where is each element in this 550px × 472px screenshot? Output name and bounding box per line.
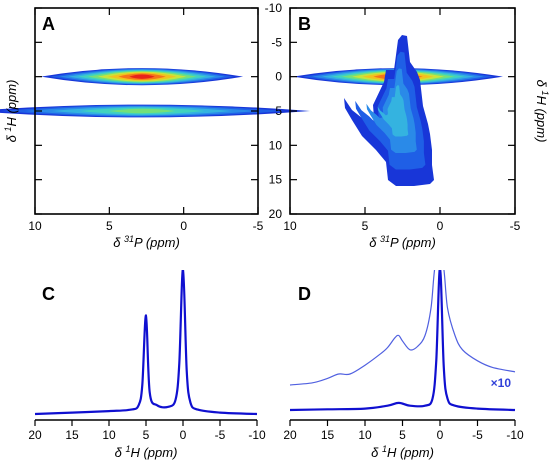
x-tick-label: 0 bbox=[437, 428, 444, 442]
x-axis-label: δ 31P (ppm) bbox=[113, 234, 180, 250]
y-axis-label-right: δ 1H (ppm) bbox=[534, 80, 550, 143]
x-tick-label: 20 bbox=[283, 428, 297, 442]
x-tick-label: 0 bbox=[180, 219, 187, 233]
contour-level-3 bbox=[377, 85, 409, 137]
x-tick-label: 0 bbox=[437, 219, 444, 233]
panel-D: 20 15 10 5 0 -5 -10 δ 1H (ppm) D ×10 bbox=[283, 270, 524, 460]
x-tick-label: 5 bbox=[399, 428, 406, 442]
x-tick-label: 20 bbox=[28, 428, 42, 442]
x-tick-label: -10 bbox=[248, 428, 266, 442]
spectrum-line-2 bbox=[289, 270, 516, 386]
y-tick-label: -5 bbox=[271, 35, 282, 49]
x-tick-label: 10 bbox=[28, 219, 42, 233]
y-tick-label: 15 bbox=[269, 173, 283, 187]
x-tick-label: -5 bbox=[510, 219, 521, 233]
panel-A: 10 5 0 -5 δ 31P (ppm) δ 1H (ppm) A bbox=[0, 7, 311, 250]
x-tick-label: 0 bbox=[180, 428, 187, 442]
x-tick-label: 5 bbox=[143, 428, 150, 442]
spectrum-line-1 bbox=[34, 270, 258, 416]
y-axis-label: δ 1H (ppm) bbox=[3, 80, 19, 143]
y-tick-label: 5 bbox=[275, 104, 282, 118]
x-tick-label: -5 bbox=[472, 428, 483, 442]
y-tick-label: 0 bbox=[275, 70, 282, 84]
y-tick-label: 20 bbox=[269, 207, 283, 221]
panel-label: A bbox=[42, 14, 55, 34]
x-axis-label: δ 1H (ppm) bbox=[115, 444, 178, 460]
contour-peak-2-level-6 bbox=[108, 108, 176, 114]
x-tick-label: 15 bbox=[65, 428, 79, 442]
spectrum-line-1 bbox=[289, 270, 516, 412]
x-tick-label: -5 bbox=[215, 428, 226, 442]
panel-B: 10 5 0 -5 -10 -5 0 5 10 15 20 δ 31P (ppm) δ 1H (ppm)… bbox=[265, 1, 550, 250]
y-tick-label: 10 bbox=[269, 138, 283, 152]
x-tick-label: 10 bbox=[102, 428, 116, 442]
scale-annotation: ×10 bbox=[491, 376, 512, 390]
x-axis-label: δ 31P (ppm) bbox=[369, 234, 436, 250]
y-tick-label: -10 bbox=[265, 1, 283, 15]
x-tick-label: 5 bbox=[106, 219, 113, 233]
x-tick-label: -5 bbox=[253, 219, 264, 233]
panel-label: C bbox=[42, 284, 55, 304]
x-tick-label: 10 bbox=[358, 428, 372, 442]
panel-label: D bbox=[298, 284, 311, 304]
panel-label: B bbox=[298, 14, 311, 34]
x-tick-label: -10 bbox=[506, 428, 524, 442]
x-tick-label: 10 bbox=[283, 219, 297, 233]
x-tick-label: 15 bbox=[321, 428, 335, 442]
panel-C: 20 15 10 5 0 -5 -10 δ 1H (ppm) C bbox=[28, 270, 266, 460]
x-axis-label: δ 1H (ppm) bbox=[371, 444, 434, 460]
contour-peak-1-level-10 bbox=[129, 74, 155, 79]
x-tick-label: 5 bbox=[362, 219, 369, 233]
